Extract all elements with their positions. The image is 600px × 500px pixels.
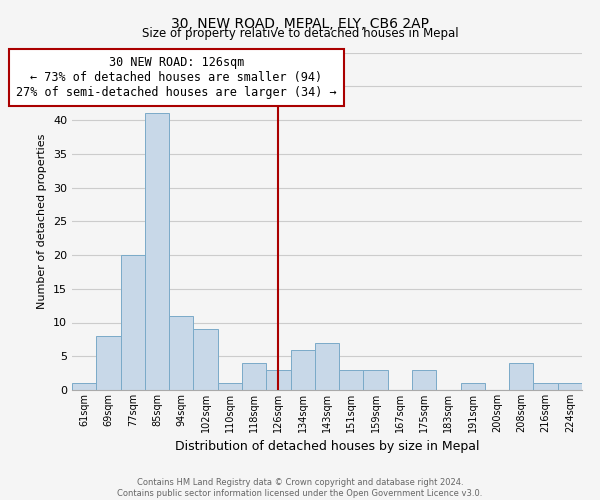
Bar	[509, 363, 533, 390]
Bar	[290, 350, 315, 390]
Bar	[193, 329, 218, 390]
Bar	[533, 383, 558, 390]
Text: Contains HM Land Registry data © Crown copyright and database right 2024.
Contai: Contains HM Land Registry data © Crown c…	[118, 478, 482, 498]
Bar	[315, 343, 339, 390]
Bar	[169, 316, 193, 390]
Bar	[218, 383, 242, 390]
Bar	[461, 383, 485, 390]
Y-axis label: Number of detached properties: Number of detached properties	[37, 134, 47, 309]
Bar	[339, 370, 364, 390]
X-axis label: Distribution of detached houses by size in Mepal: Distribution of detached houses by size …	[175, 440, 479, 454]
Bar	[145, 114, 169, 390]
Bar	[96, 336, 121, 390]
Bar	[72, 383, 96, 390]
Bar	[558, 383, 582, 390]
Bar	[121, 255, 145, 390]
Bar	[266, 370, 290, 390]
Text: 30 NEW ROAD: 126sqm
← 73% of detached houses are smaller (94)
27% of semi-detach: 30 NEW ROAD: 126sqm ← 73% of detached ho…	[16, 56, 337, 99]
Text: 30, NEW ROAD, MEPAL, ELY, CB6 2AP: 30, NEW ROAD, MEPAL, ELY, CB6 2AP	[171, 18, 429, 32]
Bar	[412, 370, 436, 390]
Bar	[242, 363, 266, 390]
Bar	[364, 370, 388, 390]
Text: Size of property relative to detached houses in Mepal: Size of property relative to detached ho…	[142, 28, 458, 40]
